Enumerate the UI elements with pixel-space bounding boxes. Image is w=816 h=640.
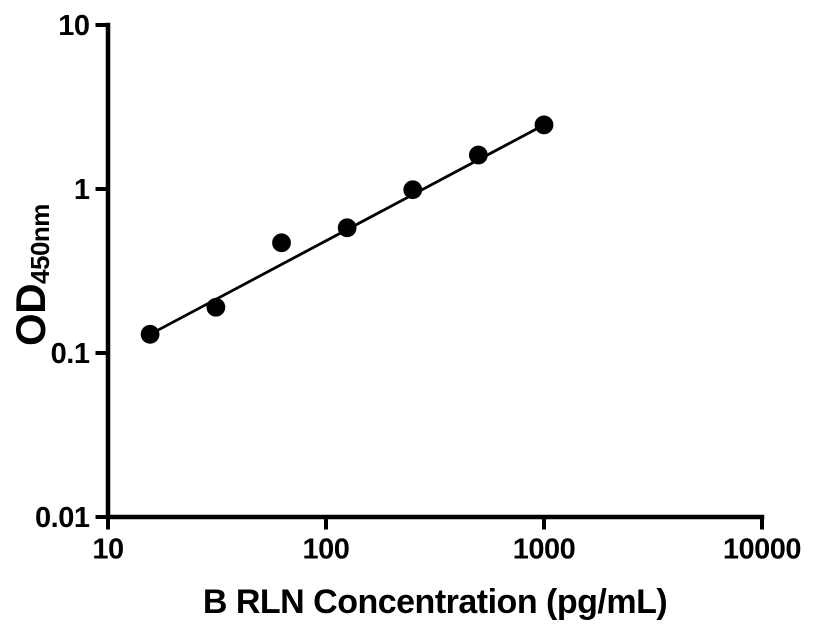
x-axis-title: B RLN Concentration (pg/mL) [202,583,668,621]
y-axis-tick-label: 1 [74,174,90,206]
x-axis-tick-label: 10 [92,534,123,566]
y-axis-tick-label: 0.1 [51,338,90,370]
x-axis-tick-label: 10000 [723,534,801,566]
data-point [337,218,357,238]
axis-spine [105,22,765,520]
data-point [468,145,488,165]
y-axis-title: OD 450nm [7,190,57,360]
y-axis-title-subscript: 450nm [25,204,55,284]
data-point [403,180,423,200]
y-axis-tick-label: 0.01 [35,502,90,534]
x-axis-tick-label: 100 [303,534,350,566]
y-axis-tick-label: 10 [58,10,89,42]
data-point [206,297,226,317]
data-point [534,115,554,135]
data-point [140,324,160,344]
y-axis-title-main: OD [7,283,54,346]
x-axis-tick-label: 1000 [513,534,576,566]
data-point [272,233,291,253]
